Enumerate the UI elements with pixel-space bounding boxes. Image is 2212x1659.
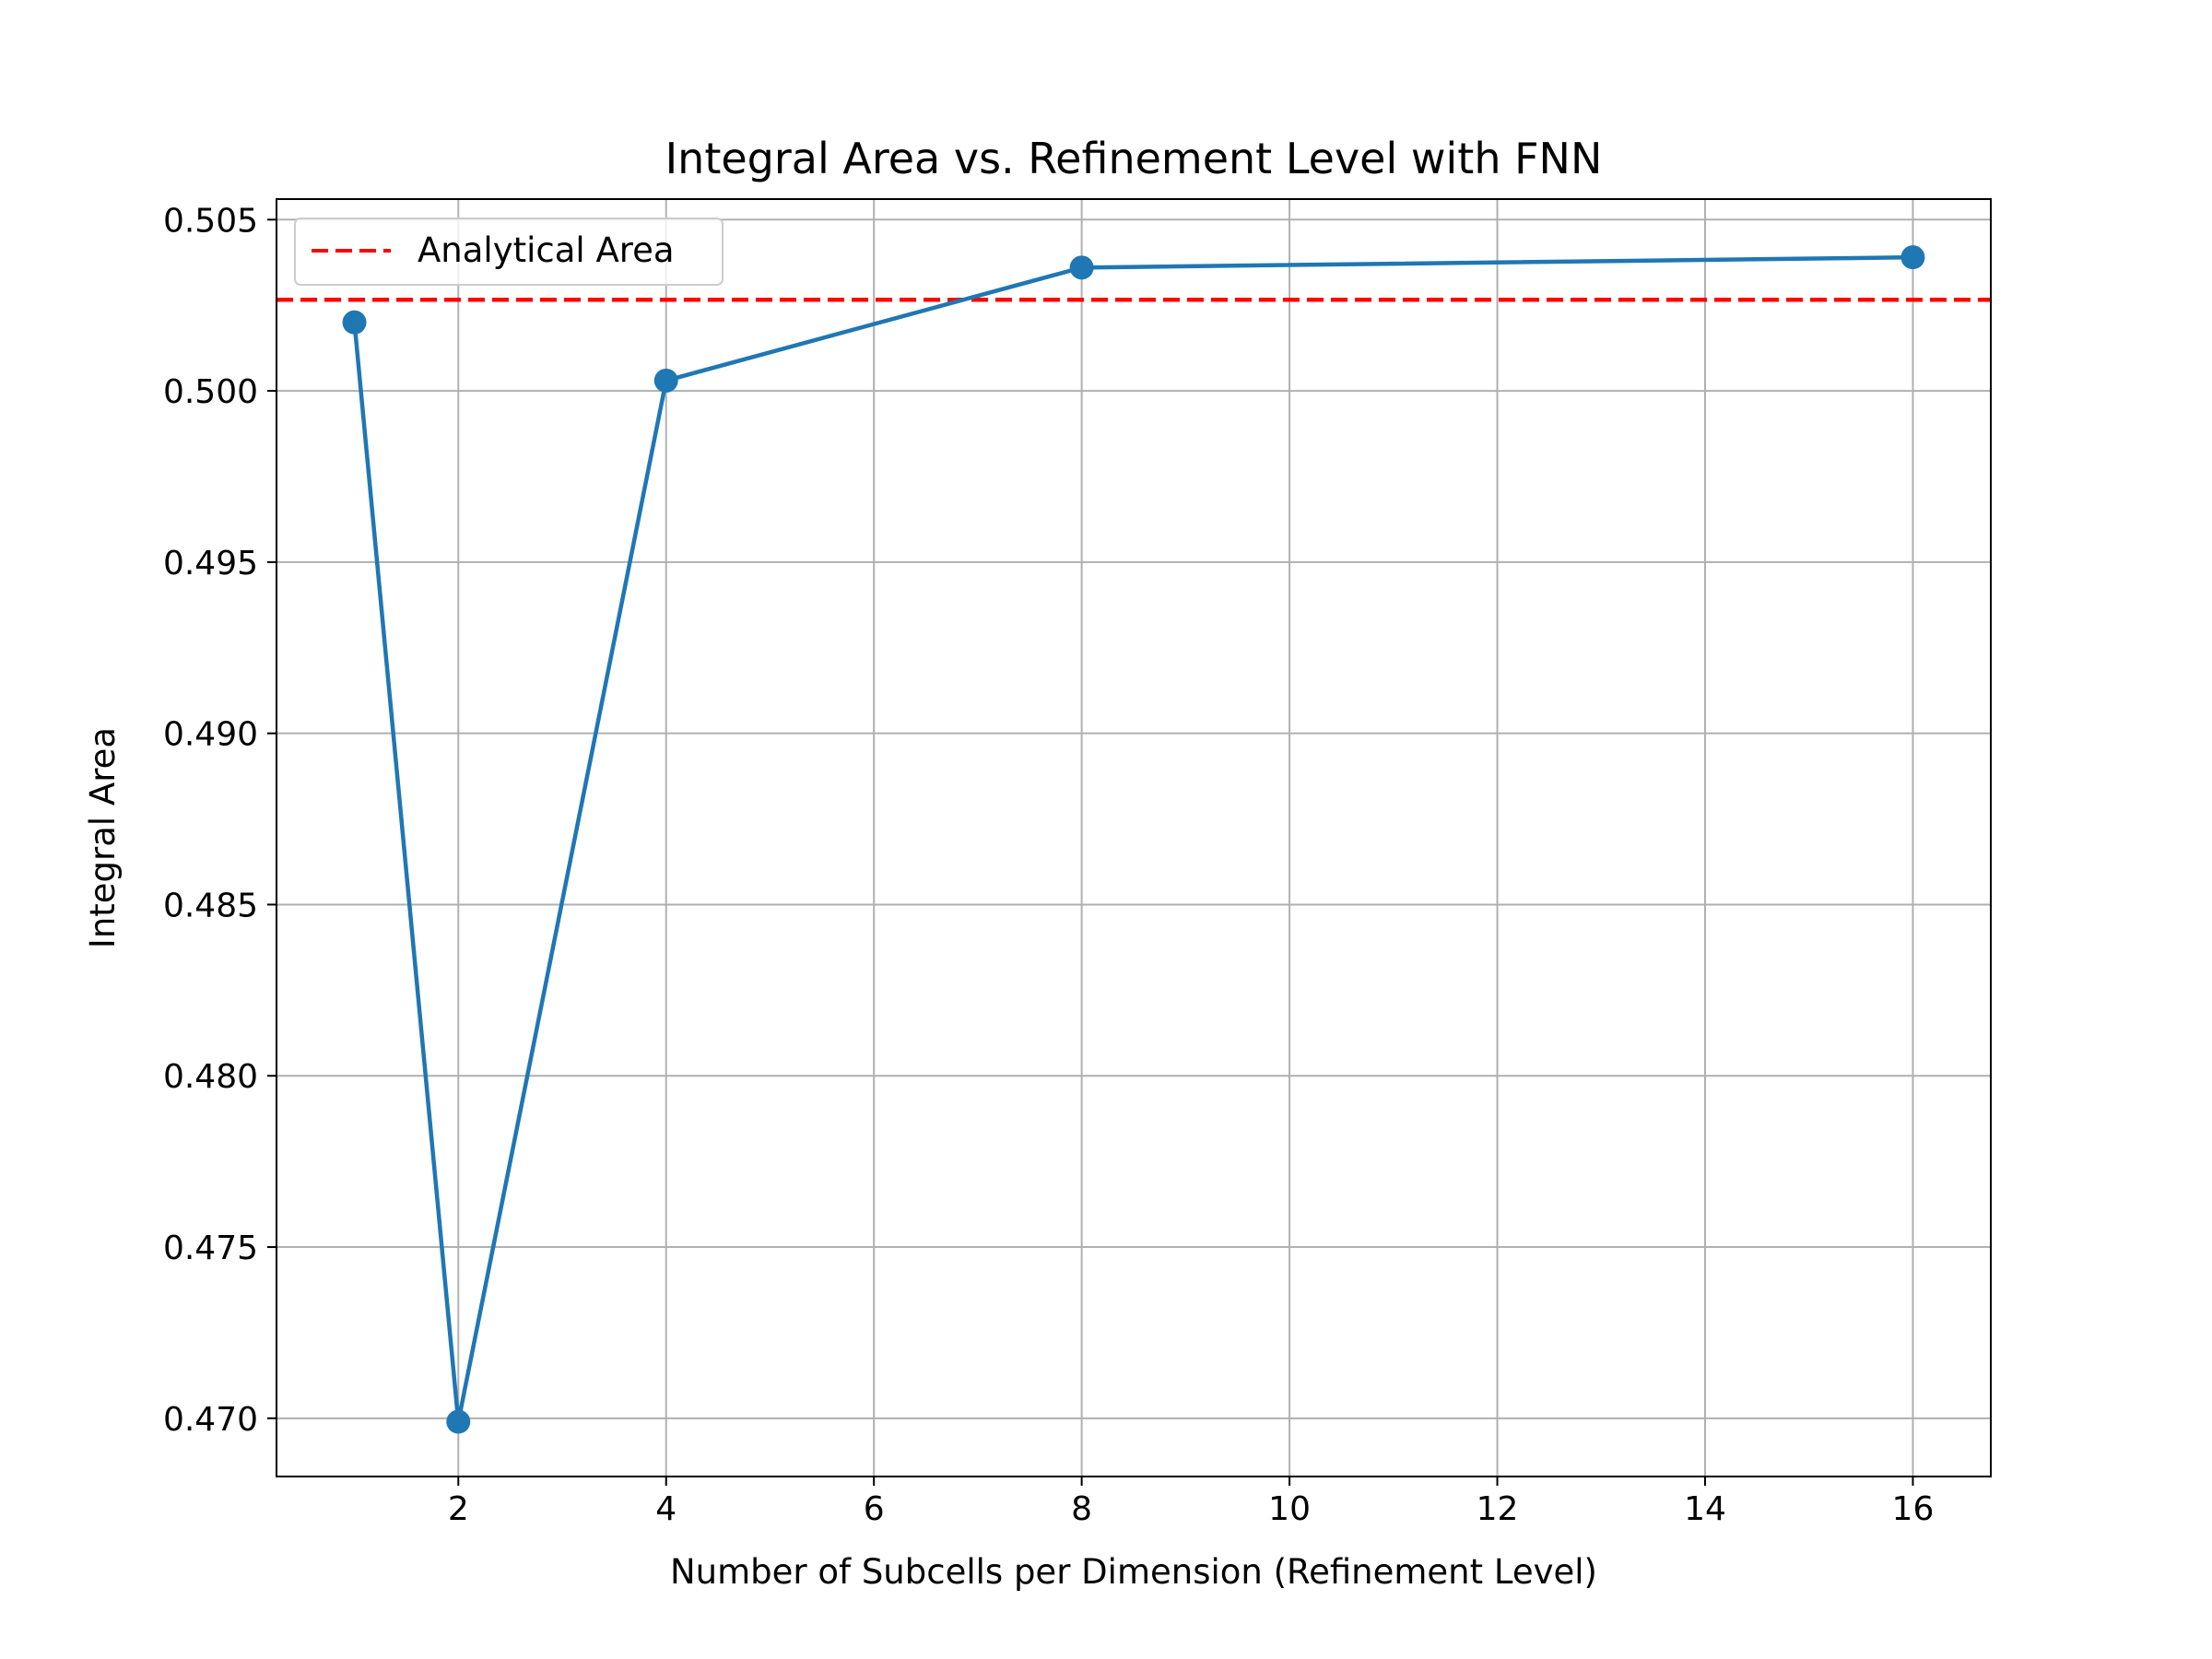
x-tick-label: 16 bbox=[1892, 1490, 1935, 1528]
y-tick-label: 0.490 bbox=[163, 716, 258, 754]
x-tick-label: 2 bbox=[448, 1490, 469, 1528]
y-tick-label: 0.470 bbox=[163, 1401, 258, 1439]
x-axis-label: Number of Subcells per Dimension (Refine… bbox=[670, 1552, 1597, 1592]
y-tick-label: 0.480 bbox=[163, 1058, 258, 1096]
chart-title: Integral Area vs. Refinement Level with … bbox=[665, 134, 1603, 183]
y-axis-label: Integral Area bbox=[83, 727, 123, 948]
legend-box bbox=[294, 218, 724, 286]
data-point bbox=[342, 310, 367, 335]
x-tick-label: 14 bbox=[1684, 1490, 1726, 1528]
x-axis-ticks: 2 4 6 8 10 12 14 16 bbox=[448, 1477, 1935, 1528]
y-tick-label: 0.495 bbox=[163, 545, 258, 582]
x-tick-label: 10 bbox=[1268, 1490, 1311, 1528]
data-point bbox=[446, 1409, 471, 1434]
plot-frame bbox=[276, 198, 1992, 1477]
series-layer bbox=[342, 245, 1925, 1434]
y-tick-label: 0.505 bbox=[163, 202, 258, 240]
y-axis-ticks: 0.470 0.475 0.480 0.485 0.490 0.495 0.500 0.505 bbox=[163, 202, 276, 1439]
legend: Analytical Area bbox=[294, 218, 724, 286]
y-tick-label: 0.475 bbox=[163, 1230, 258, 1267]
x-tick-label: 4 bbox=[655, 1490, 677, 1528]
grid bbox=[276, 199, 1991, 1477]
legend-label-analytical-area: Analytical Area bbox=[418, 230, 675, 270]
data-point bbox=[1900, 245, 1925, 270]
data-point bbox=[653, 368, 678, 393]
x-tick-label: 8 bbox=[1071, 1490, 1092, 1528]
y-tick-label: 0.500 bbox=[163, 373, 258, 411]
y-tick-label: 0.485 bbox=[163, 887, 258, 924]
x-tick-label: 6 bbox=[864, 1490, 885, 1528]
x-tick-label: 12 bbox=[1477, 1490, 1519, 1528]
data-point bbox=[1069, 255, 1094, 280]
